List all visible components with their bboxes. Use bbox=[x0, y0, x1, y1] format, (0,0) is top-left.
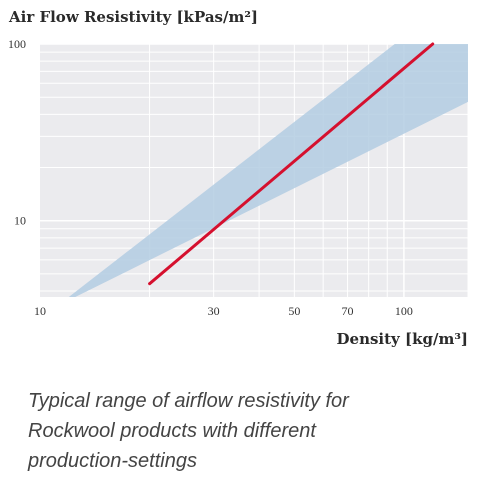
chart: 10 30 50 70 100 10 100 Air Flow Resistivity [k… bbox=[8, 8, 469, 348]
x-tick-label: 10 bbox=[34, 304, 46, 318]
y-tick-label: 100 bbox=[8, 37, 26, 51]
caption-line-2: Rockwool products with different bbox=[28, 420, 316, 442]
x-tick-label: 100 bbox=[395, 304, 413, 318]
x-tick-label: 70 bbox=[342, 304, 354, 318]
caption-line-1: Typical range of airflow resistivity for bbox=[28, 390, 349, 412]
x-axis-label: Density [kg/m³] bbox=[337, 330, 468, 348]
chart-title: Air Flow Resistivity [kPas/m²] bbox=[8, 8, 258, 26]
caption: Typical range of airflow resistivity for… bbox=[28, 386, 488, 476]
tick-labels: 10 30 50 70 100 10 100 bbox=[8, 37, 413, 318]
y-tick-label: 10 bbox=[14, 214, 26, 228]
x-tick-label: 30 bbox=[208, 304, 220, 318]
series-lines bbox=[148, 42, 435, 286]
range-band bbox=[68, 44, 468, 297]
x-tick-label: 50 bbox=[288, 304, 300, 318]
series-line bbox=[148, 42, 435, 286]
caption-line-3: production-settings bbox=[28, 450, 197, 472]
